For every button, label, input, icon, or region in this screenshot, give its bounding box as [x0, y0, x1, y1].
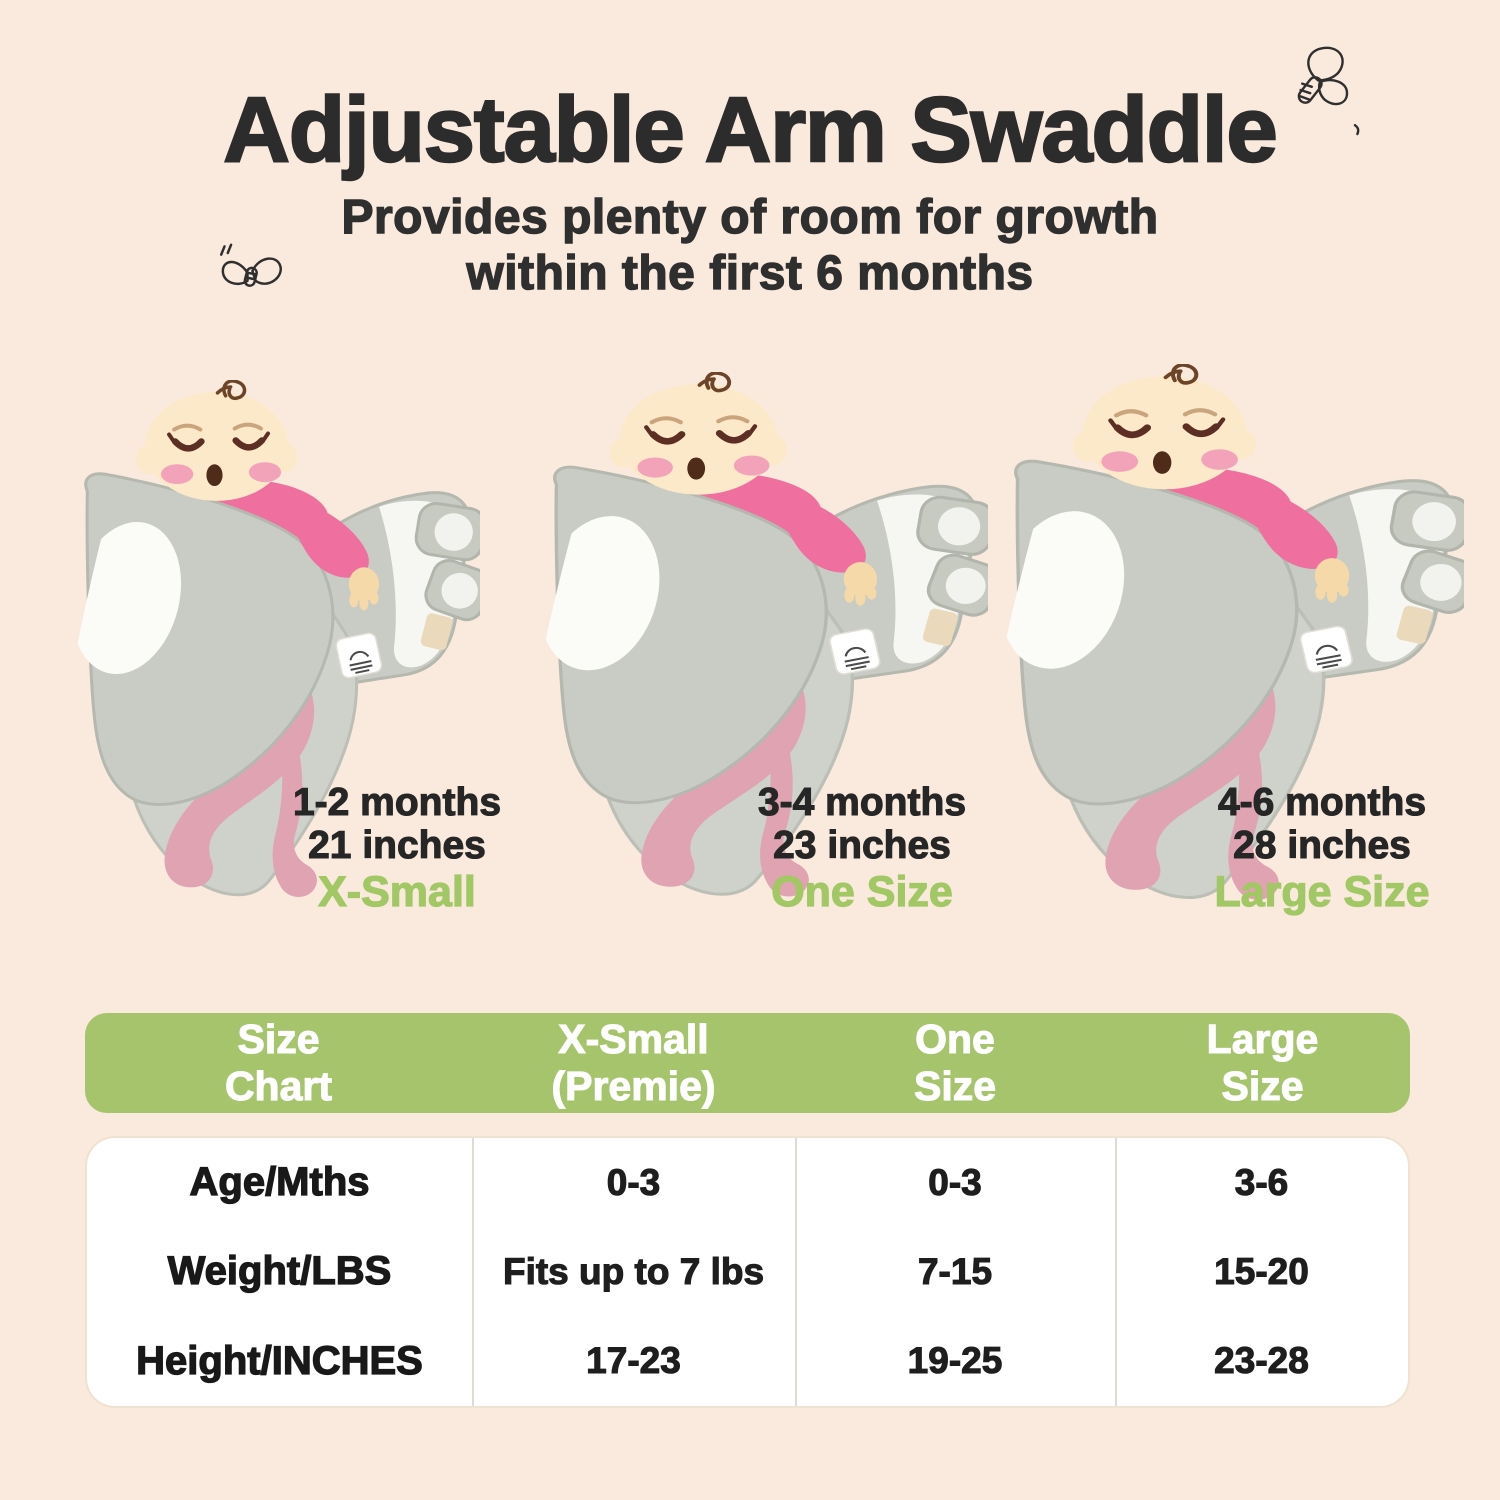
column-header-xsmall: X-Small (Premie)	[551, 1015, 716, 1109]
brand-label-icon	[829, 628, 881, 675]
hair-curl-icon	[1163, 364, 1199, 385]
velcro-tab-icon	[916, 495, 988, 556]
butterfly-icon	[1297, 46, 1360, 136]
fabric-tag-icon	[922, 608, 958, 647]
table-cell: 0-3	[928, 1161, 983, 1203]
size-caption-1: 1-2 months 21 inches X-Small	[227, 780, 567, 916]
table-cell: 17-23	[586, 1340, 682, 1382]
table-cell: 7-15	[917, 1250, 993, 1292]
caption-months: 4-6 months	[1217, 780, 1427, 824]
size-chart-table: Age/Mths 0-3 0-3 3-6 Weight/LBS Fits up …	[85, 1136, 1410, 1408]
caption-inches: 21 inches	[308, 823, 487, 867]
baby-hand	[843, 562, 878, 606]
closed-eyes-icon	[1113, 423, 1220, 439]
baby-hand	[1314, 558, 1350, 603]
caption-size: X-Small	[318, 868, 477, 916]
velcro-tab-icon	[1389, 490, 1464, 552]
swaddle-left-wing	[72, 472, 335, 806]
caption-inches: 23 inches	[773, 823, 952, 867]
closed-eyes-icon	[649, 430, 752, 445]
caption-size: One Size	[771, 868, 954, 916]
swaddle-left-wing	[539, 465, 828, 805]
velcro-tab-icon	[926, 553, 988, 617]
size-chart-header: Size Chart X-Small (Premie) One Size Lar…	[85, 1013, 1410, 1113]
baby-head	[1072, 364, 1257, 490]
table-cell: 19-25	[907, 1340, 1003, 1382]
fabric-tag-icon	[420, 613, 453, 651]
column-divider	[472, 1138, 474, 1406]
baby-arm	[280, 494, 369, 578]
row-label-height: Height/INCHES	[136, 1338, 424, 1383]
column-divider	[795, 1138, 797, 1406]
brand-label-icon	[1299, 625, 1353, 674]
mouth-icon	[206, 464, 223, 487]
table-cell: Fits up to 7 lbs	[502, 1250, 765, 1292]
closed-eyes-icon	[171, 437, 266, 452]
swaddle-illustration-large	[982, 364, 1464, 934]
swaddle-illustration-onesize	[522, 372, 988, 930]
hair-curl-icon	[215, 380, 247, 400]
table-cell: 0-3	[606, 1161, 661, 1203]
size-caption-3: 4-6 months 28 inches Large Size	[1152, 780, 1492, 916]
swaddled-baby-illustration	[1000, 364, 1464, 900]
baby-hand	[348, 567, 380, 611]
swaddled-baby-illustration	[72, 380, 480, 897]
fabric-tag-icon	[1396, 605, 1433, 644]
baby-arm	[1236, 483, 1338, 569]
row-label-age: Age/Mths	[189, 1160, 370, 1205]
mouth-icon	[1152, 451, 1172, 474]
table-cell: 23-28	[1214, 1340, 1310, 1382]
butterfly-icon	[219, 243, 282, 287]
baby-head	[609, 372, 788, 495]
row-label-weight: Weight/LBS	[167, 1249, 392, 1294]
caption-months: 1-2 months	[292, 780, 502, 824]
swaddle-illustration-xsmall	[56, 380, 480, 930]
caption-months: 3-4 months	[757, 780, 967, 824]
hair-curl-icon	[697, 372, 732, 393]
page-subtitle: Provides plenty of room for growth withi…	[0, 190, 1500, 302]
caption-size: Large Size	[1214, 868, 1430, 916]
column-header-size-chart: Size Chart	[224, 1015, 333, 1109]
velcro-tab-icon	[414, 501, 480, 562]
baby-head	[135, 380, 298, 501]
brand-label-icon	[335, 632, 383, 679]
caption-inches: 28 inches	[1233, 823, 1412, 867]
swaddled-baby-illustration	[539, 372, 988, 897]
velcro-tab-icon	[1400, 549, 1464, 614]
page-title: Adjustable Arm Swaddle	[222, 79, 1279, 181]
column-header-large-size: Large Size	[1206, 1015, 1319, 1109]
table-cell: 15-20	[1214, 1250, 1310, 1292]
subtitle-line-2: within the first 6 months	[466, 246, 1034, 300]
table-cell: 3-6	[1234, 1161, 1289, 1203]
baby-arm	[768, 488, 866, 573]
mouth-icon	[687, 457, 706, 480]
column-header-one-size: One Size	[913, 1015, 997, 1109]
column-divider	[1115, 1138, 1117, 1406]
velcro-tab-icon	[424, 559, 480, 622]
size-caption-2: 3-4 months 23 inches One Size	[692, 780, 1032, 916]
subtitle-line-1: Provides plenty of room for growth	[341, 190, 1159, 244]
